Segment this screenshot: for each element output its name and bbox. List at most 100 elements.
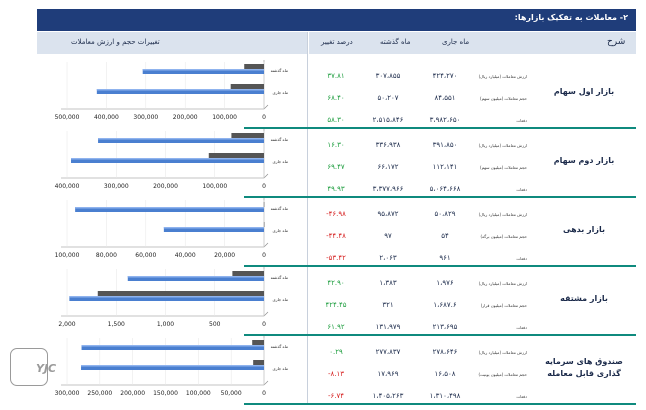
pct-change-value: ۱۶.۳۰ — [327, 141, 345, 149]
current-month-value: ۲۱۳،۶۹۵ — [432, 323, 458, 331]
x-tick-label: 1,500 — [108, 321, 125, 328]
section-title-banner: ۲- معاملات به تفکیک بازارها: — [37, 9, 636, 31]
pct-change-value: -۸.۱۳ — [327, 370, 345, 378]
current-month-value: ۴۲۴،۲۷۰ — [432, 72, 458, 80]
bar-highlight — [75, 207, 264, 209]
pct-change-value: ۶۹.۴۷ — [327, 163, 345, 171]
bar-value — [81, 345, 264, 350]
x-tick-label: 100,000 — [186, 390, 211, 397]
chart-column-header: تغییرات حجم و ارزش معاملات — [37, 32, 307, 54]
market-bar-chart: 400,000 300,000 200,000 100,000 0 ماه جاری ماه… — [55, 129, 288, 190]
bar-volume — [263, 222, 265, 227]
last-month-value: ۳۲۱ — [382, 301, 394, 309]
category-label: ماه جاری — [273, 228, 288, 233]
category-label: ماه گذشته — [271, 206, 288, 211]
x-tick-label: 400,000 — [55, 183, 80, 190]
pct-change-value: -۴۶.۹۸ — [326, 210, 346, 218]
header-current-month: ماه جاری — [442, 38, 470, 46]
x-tick-label: 60,000 — [135, 252, 156, 259]
header-description: شرح — [607, 37, 626, 47]
market-name: بازار بدهی — [562, 225, 606, 234]
last-month-value: ۲،۵۱۵،۸۴۶ — [372, 116, 404, 124]
x-tick-label: 200,000 — [173, 114, 198, 121]
x-tick-label: 40,000 — [175, 252, 196, 259]
category-label: ماه جاری — [273, 297, 288, 302]
row-label: حجم معاملات (میلیون قرار) — [480, 303, 527, 308]
market-name: بازار دوم سهام — [553, 156, 615, 165]
row-label: دفعات — [516, 118, 527, 123]
bar-highlight — [142, 69, 264, 71]
x-tick-label: 100,000 — [202, 183, 227, 190]
bar-value — [71, 158, 264, 163]
category-label: ماه گذشته — [271, 68, 288, 73]
row-divider — [309, 265, 636, 267]
current-month-value: ۵۰،۸۲۹ — [434, 210, 456, 218]
current-month-value: ۵۴ — [441, 232, 449, 240]
bar-value — [142, 69, 264, 74]
x-tick-label: 100,000 — [55, 252, 80, 259]
x-tick-label: 500,000 — [55, 114, 80, 121]
last-month-value: ۱،۴۰۵،۲۶۳ — [372, 392, 404, 400]
last-month-value: ۹۵،۸۷۲ — [377, 210, 399, 218]
bar-volume — [232, 271, 264, 276]
x-tick-label: 0 — [262, 183, 266, 190]
column-separator — [307, 32, 308, 403]
bar-highlight — [98, 138, 264, 140]
category-label: ماه گذشته — [271, 275, 288, 280]
x-tick-label: 150,000 — [153, 390, 178, 397]
current-month-value: ۳۹۱،۸۵۰ — [432, 141, 458, 149]
bar-volume — [244, 64, 264, 69]
category-label: ماه گذشته — [271, 137, 288, 142]
x-tick-label: 0 — [262, 252, 266, 259]
row-divider — [309, 196, 636, 198]
row-divider — [244, 196, 309, 198]
row-label: دفعات — [516, 256, 527, 261]
last-month-value: ۳۰۷،۸۵۵ — [375, 72, 401, 80]
last-month-value: ۹۷ — [384, 232, 392, 240]
last-month-value: ۲۷۷،۸۳۷ — [375, 348, 401, 356]
current-month-value: ۹۶۱ — [439, 254, 451, 262]
last-month-value: ۱،۳۸۳ — [379, 279, 397, 287]
pct-change-value: -۴۴.۴۸ — [326, 232, 346, 240]
axis-depth-line — [263, 311, 269, 317]
axis-depth-line — [263, 242, 269, 248]
current-month-value: ۱۱۲،۱۴۱ — [432, 163, 458, 171]
x-tick-label: 50,000 — [221, 390, 242, 397]
bar-value — [69, 296, 264, 301]
last-month-value: ۳۳۶،۹۳۸ — [375, 141, 401, 149]
bar-highlight — [69, 296, 264, 298]
current-month-value: ۳،۹۸۲،۶۵۰ — [429, 116, 461, 124]
x-tick-label: 250,000 — [87, 390, 112, 397]
row-label: دفعات — [516, 394, 527, 399]
last-month-value: ۳،۳۷۷،۹۶۶ — [372, 185, 404, 193]
category-label: ماه گذشته — [271, 344, 288, 349]
current-month-value: ۱،۳۱۰،۴۹۸ — [429, 392, 461, 400]
last-month-value: ۵۰،۲۰۷ — [377, 94, 399, 102]
pct-change-value: ۴۹.۹۳ — [327, 185, 345, 193]
market-bar-chart: 500,000 400,000 300,000 200,000 100,000 0 ماه … — [55, 60, 288, 121]
pct-change-value: -۶.۷۴ — [327, 392, 345, 400]
x-tick-label: 0 — [262, 114, 266, 121]
row-label: ارزش معاملات (میلیارد ریال) — [478, 350, 527, 355]
header-pct-change: درصد تغییر — [321, 38, 353, 46]
x-tick-label: 500 — [209, 321, 221, 328]
row-label: ارزش معاملات (میلیارد ریال) — [478, 281, 527, 286]
row-divider — [244, 334, 309, 336]
axis-depth-line — [263, 173, 269, 179]
row-label: حجم معاملات (میلیون برگه) — [480, 234, 528, 239]
row-label: دفعات — [516, 187, 527, 192]
market-bar-chart: 300,000 250,000 200,000 150,000 100,000 50,00… — [55, 336, 288, 397]
pct-change-value: -۵۳.۴۲ — [326, 254, 346, 262]
pct-change-value: ۴۲۴.۴۵ — [325, 301, 347, 309]
pct-change-value: ۰.۲۹ — [329, 348, 343, 356]
x-tick-label: 300,000 — [104, 183, 129, 190]
row-label: ارزش معاملات (میلیارد ریال) — [478, 143, 527, 148]
row-label: دفعات — [516, 325, 527, 330]
chart-column-title: تغییرات حجم و ارزش معاملات — [71, 38, 160, 46]
x-tick-label: 200,000 — [120, 390, 145, 397]
last-month-value: ۱۳۱،۹۷۹ — [375, 323, 401, 331]
watermark-text: YJC — [36, 362, 57, 375]
current-month-value: ۱،۶۸۷.۶ — [433, 301, 457, 309]
last-month-value: ۶۶،۱۷۲ — [377, 163, 399, 171]
pct-change-value: ۴۲.۹۰ — [327, 279, 345, 287]
